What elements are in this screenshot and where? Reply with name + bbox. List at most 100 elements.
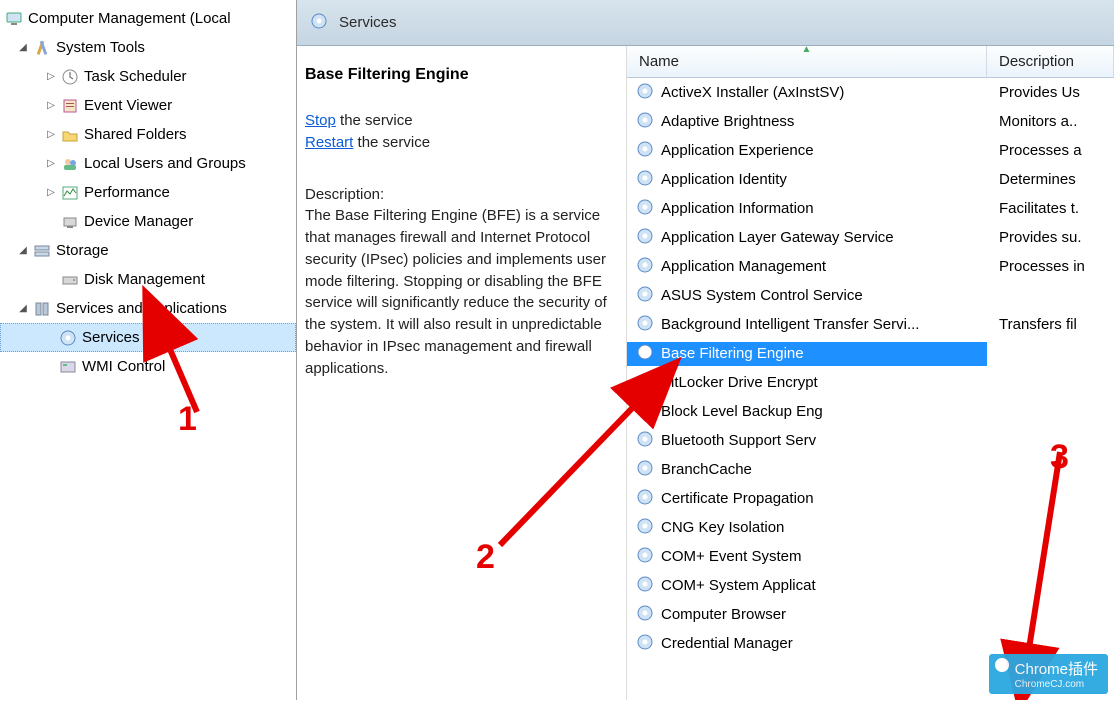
service-desc: Monitors a.. (987, 113, 1114, 130)
header-title: Services (339, 14, 397, 31)
service-row[interactable]: Application Identity Determines (627, 165, 1114, 194)
gear-icon (635, 632, 655, 656)
service-name: Credential Manager (661, 635, 793, 652)
tree-wmi[interactable]: WMI Control (0, 352, 296, 381)
service-name: Application Identity (661, 171, 787, 188)
service-desc: Determines (987, 171, 1114, 188)
service-row[interactable]: BitLocker Drive Encrypt (627, 368, 1114, 397)
service-desc: Processes a (987, 142, 1114, 159)
collapse-icon[interactable]: ◢ (16, 41, 30, 55)
service-name: Application Experience (661, 142, 814, 159)
gear-icon (58, 328, 78, 348)
tree-label: Disk Management (84, 271, 205, 288)
expand-icon[interactable]: ▷ (44, 99, 58, 113)
gear-icon (635, 545, 655, 569)
wmi-icon (58, 357, 78, 377)
selected-service-name: Base Filtering Engine (305, 66, 610, 84)
nav-tree: Computer Management (Local ◢ System Tool… (0, 0, 297, 700)
disk-icon (60, 270, 80, 290)
service-name: Application Management (661, 258, 826, 275)
tree-performance[interactable]: ▷ Performance (0, 178, 296, 207)
service-row[interactable]: Computer Browser (627, 600, 1114, 629)
service-name: BranchCache (661, 461, 752, 478)
gear-icon (635, 81, 655, 105)
tree-label: Performance (84, 184, 170, 201)
gear-icon (635, 516, 655, 540)
service-row[interactable]: Bluetooth Support Serv (627, 426, 1114, 455)
gear-icon (635, 342, 655, 366)
services-header: Services (297, 0, 1114, 46)
tree-label: Event Viewer (84, 97, 172, 114)
gear-icon (635, 284, 655, 308)
event-icon (60, 96, 80, 116)
col-name[interactable]: ▲ Name (627, 46, 987, 77)
services-list: ▲ Name Description ActiveX Installer (Ax… (627, 46, 1114, 700)
gear-icon (635, 487, 655, 511)
service-row[interactable]: BranchCache (627, 455, 1114, 484)
gear-icon (635, 574, 655, 598)
service-name: Background Intelligent Transfer Servi... (661, 316, 919, 333)
service-row[interactable]: Certificate Propagation (627, 484, 1114, 513)
expand-icon[interactable]: ▷ (44, 70, 58, 84)
restart-line: Restart the service (305, 132, 610, 154)
service-name: Application Layer Gateway Service (661, 229, 894, 246)
gear-icon (309, 11, 329, 35)
computer-icon (4, 9, 24, 29)
service-row[interactable]: ASUS System Control Service (627, 281, 1114, 310)
restart-link[interactable]: Restart (305, 134, 353, 151)
tree-disk-mgmt[interactable]: Disk Management (0, 265, 296, 294)
gear-icon (635, 603, 655, 627)
service-row[interactable]: COM+ System Applicat (627, 571, 1114, 600)
expand-icon[interactable]: ▷ (44, 128, 58, 142)
tree-root[interactable]: Computer Management (Local (0, 4, 296, 33)
service-row[interactable]: Adaptive BrightnessMonitors a.. (627, 107, 1114, 136)
gear-icon (635, 400, 655, 424)
stop-link[interactable]: Stop (305, 112, 336, 129)
service-name: Bluetooth Support Serv (661, 432, 816, 449)
tree-label: System Tools (56, 39, 145, 56)
stop-line: Stop the service (305, 110, 610, 132)
gear-icon (635, 197, 655, 221)
list-header: ▲ Name Description (627, 46, 1114, 78)
service-name: Base Filtering Engine (661, 345, 804, 362)
service-row[interactable]: COM+ Event System (627, 542, 1114, 571)
col-description[interactable]: Description (987, 46, 1114, 77)
gear-icon (635, 110, 655, 134)
service-row[interactable]: ActiveX Installer (AxInstSV)Provides Us (627, 78, 1114, 107)
tree-event-viewer[interactable]: ▷ Event Viewer (0, 91, 296, 120)
expand-icon[interactable]: ▷ (44, 157, 58, 171)
service-row[interactable]: CNG Key Isolation (627, 513, 1114, 542)
watermark: Chrome插件 ChromeCJ.com (989, 654, 1108, 694)
service-name: CNG Key Isolation (661, 519, 784, 536)
tree-label: Computer Management (Local (28, 10, 231, 27)
tree-task-scheduler[interactable]: ▷ Task Scheduler (0, 62, 296, 91)
gear-icon (635, 429, 655, 453)
tree-label: Services (82, 329, 140, 346)
gear-icon (635, 371, 655, 395)
service-row[interactable]: Background Intelligent Transfer Servi...… (627, 310, 1114, 339)
tree-storage[interactable]: ◢ Storage (0, 236, 296, 265)
storage-icon (32, 241, 52, 261)
tree-label: WMI Control (82, 358, 165, 375)
service-row[interactable]: Application InformationFacilitates t. (627, 194, 1114, 223)
collapse-icon[interactable]: ◢ (16, 244, 30, 258)
collapse-icon[interactable]: ◢ (16, 302, 30, 316)
tree-services[interactable]: Services (0, 323, 296, 352)
tree-local-users[interactable]: ▷ Local Users and Groups (0, 149, 296, 178)
tree-device-manager[interactable]: Device Manager (0, 207, 296, 236)
service-desc: Facilitates t. (987, 200, 1114, 217)
service-desc: Provides Us (987, 84, 1114, 101)
gear-icon (635, 255, 655, 279)
service-row[interactable]: Application Layer Gateway ServiceProvide… (627, 223, 1114, 252)
expand-icon[interactable]: ▷ (44, 186, 58, 200)
service-row[interactable]: Application Experience Processes a (627, 136, 1114, 165)
tree-svc-apps[interactable]: ◢ Services and Applications (0, 294, 296, 323)
tree-shared-folders[interactable]: ▷ Shared Folders (0, 120, 296, 149)
description-text: The Base Filtering Engine (BFE) is a ser… (305, 205, 610, 379)
service-row[interactable]: Application ManagementProcesses in (627, 252, 1114, 281)
svcapps-icon (32, 299, 52, 319)
tree-system-tools[interactable]: ◢ System Tools (0, 33, 296, 62)
service-name: COM+ System Applicat (661, 577, 816, 594)
service-row[interactable]: Block Level Backup Eng (627, 397, 1114, 426)
service-row[interactable]: Base Filtering Engine (627, 339, 1114, 368)
